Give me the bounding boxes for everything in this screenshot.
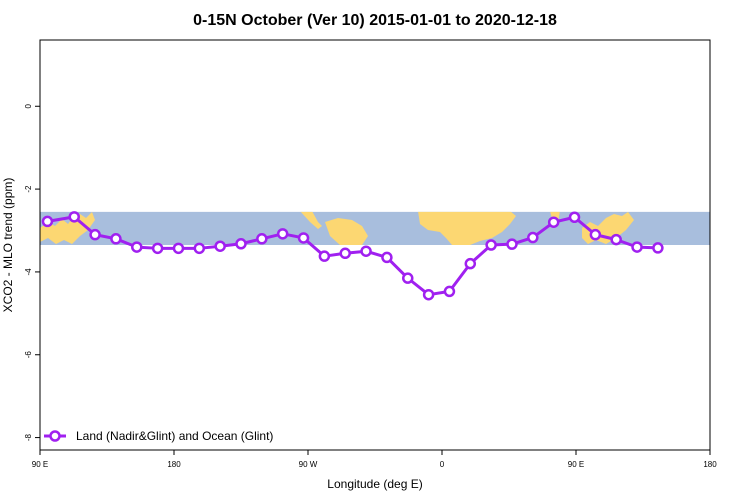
data-point xyxy=(193,242,206,255)
x-axis-label: Longitude (deg E) xyxy=(327,477,422,491)
data-point xyxy=(110,233,122,245)
y-tick-label: -6 xyxy=(24,351,33,359)
data-point xyxy=(547,216,560,228)
x-tick-label: 180 xyxy=(703,460,717,469)
data-point xyxy=(527,231,539,244)
legend-marker-swatch xyxy=(49,430,61,442)
map-band xyxy=(40,211,710,245)
data-point xyxy=(464,257,477,270)
data-point xyxy=(151,242,164,255)
data-point xyxy=(568,211,581,224)
x-tick-label: 90 E xyxy=(32,460,48,469)
data-point xyxy=(235,238,247,250)
x-tick-label: 0 xyxy=(440,460,445,469)
y-tick-label: 0 xyxy=(24,103,33,108)
land-mass-south-america xyxy=(325,218,368,245)
x-tick-label: 90 E xyxy=(568,460,584,469)
chart-title: 0-15N October (Ver 10) 2015-01-01 to 202… xyxy=(193,12,557,29)
data-point xyxy=(131,241,143,253)
y-axis-label: XCO2 - MLO trend (ppm) xyxy=(1,178,15,313)
data-point xyxy=(172,242,185,255)
x-axis: 90 E 180 90 W 0 90 E 180 xyxy=(32,450,717,469)
data-point xyxy=(214,240,226,252)
land-mass-africa xyxy=(418,211,516,245)
data-point xyxy=(68,211,80,223)
data-point xyxy=(256,233,268,245)
data-point xyxy=(381,251,393,264)
data-point xyxy=(339,247,351,260)
x-tick-label: 90 W xyxy=(299,460,318,469)
data-point xyxy=(360,245,372,257)
data-point xyxy=(402,272,414,284)
data-point xyxy=(485,239,497,251)
data-point xyxy=(610,233,622,246)
y-tick-label: -2 xyxy=(24,185,33,193)
data-point xyxy=(652,242,664,254)
legend-label: Land (Nadir&Glint) and Ocean (Glint) xyxy=(76,429,273,443)
data-point xyxy=(631,241,643,253)
data-point xyxy=(297,232,310,244)
y-tick-label: -8 xyxy=(24,433,33,441)
data-point xyxy=(589,228,602,241)
land-mass-se-asia-left xyxy=(40,212,95,244)
plot-frame xyxy=(39,39,711,451)
y-axis: 0 -2 -4 -6 -8 xyxy=(24,103,40,441)
legend: Land (Nadir&Glint) and Ocean (Glint) xyxy=(44,429,273,443)
data-point xyxy=(422,288,435,301)
data-point xyxy=(276,228,289,240)
data-point xyxy=(443,285,456,298)
x-tick-label: 180 xyxy=(167,460,181,469)
data-point xyxy=(506,238,518,250)
data-point xyxy=(41,215,54,228)
data-point xyxy=(89,228,101,241)
data-point xyxy=(318,250,331,262)
series-layer xyxy=(41,211,664,301)
land-mass-central-america xyxy=(300,211,322,229)
y-tick-label: -4 xyxy=(24,268,33,276)
